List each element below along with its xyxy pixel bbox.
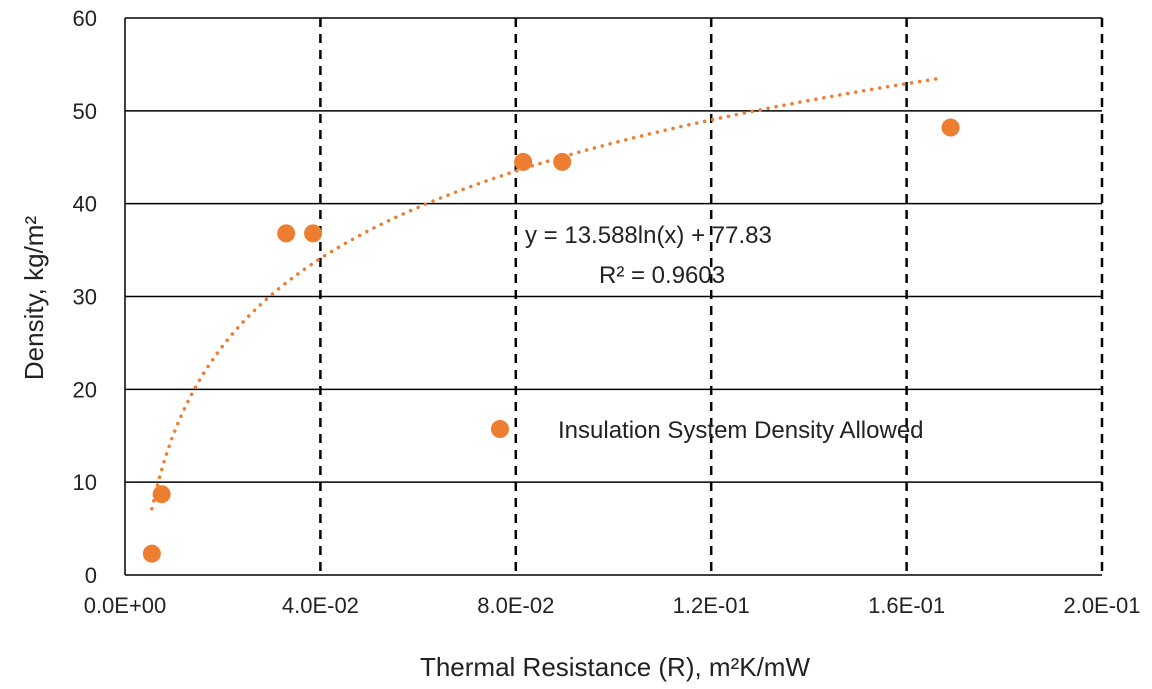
legend: Insulation System Density Allowed [491,417,924,444]
trendline [150,76,941,511]
y-tick-label: 40 [73,192,97,217]
data-points [142,118,960,563]
data-point [142,544,161,563]
y-tick-label: 20 [73,377,97,402]
x-tick-label: 2.0E-01 [1063,593,1140,618]
x-tick-label: 8.0E-02 [477,593,554,618]
y-axis-ticks: 0 10 20 30 40 50 60 [73,6,97,588]
trendline-equation: y = 13.588ln(x) + 77.83 [525,222,772,249]
y-tick-label: 30 [73,285,97,310]
trendline-r-squared: R² = 0.9603 [599,262,725,289]
x-tick-label: 1.2E-01 [673,593,750,618]
y-tick-label: 60 [73,6,97,31]
y-axis-label: Density, kg/m² [19,216,49,381]
x-tick-label: 0.0E+00 [84,593,167,618]
x-tick-label: 1.6E-01 [868,593,945,618]
y-tick-label: 10 [73,470,97,495]
data-point [553,152,572,171]
legend-label: Insulation System Density Allowed [558,417,924,444]
y-tick-label: 0 [85,563,97,588]
x-tick-label: 4.0E-02 [282,593,359,618]
x-axis-label: Thermal Resistance (R), m²K/mW [420,652,810,682]
data-point [304,224,323,243]
x-axis-ticks: 0.0E+00 4.0E-02 8.0E-02 1.2E-01 1.6E-01 2.0E-… [84,593,1141,618]
data-point [941,118,960,137]
legend-marker [491,420,509,438]
data-point [277,224,296,243]
trendline-curve [150,76,941,511]
data-point [514,152,533,171]
data-point [152,485,171,504]
y-tick-label: 50 [73,99,97,124]
grid [124,17,1104,576]
